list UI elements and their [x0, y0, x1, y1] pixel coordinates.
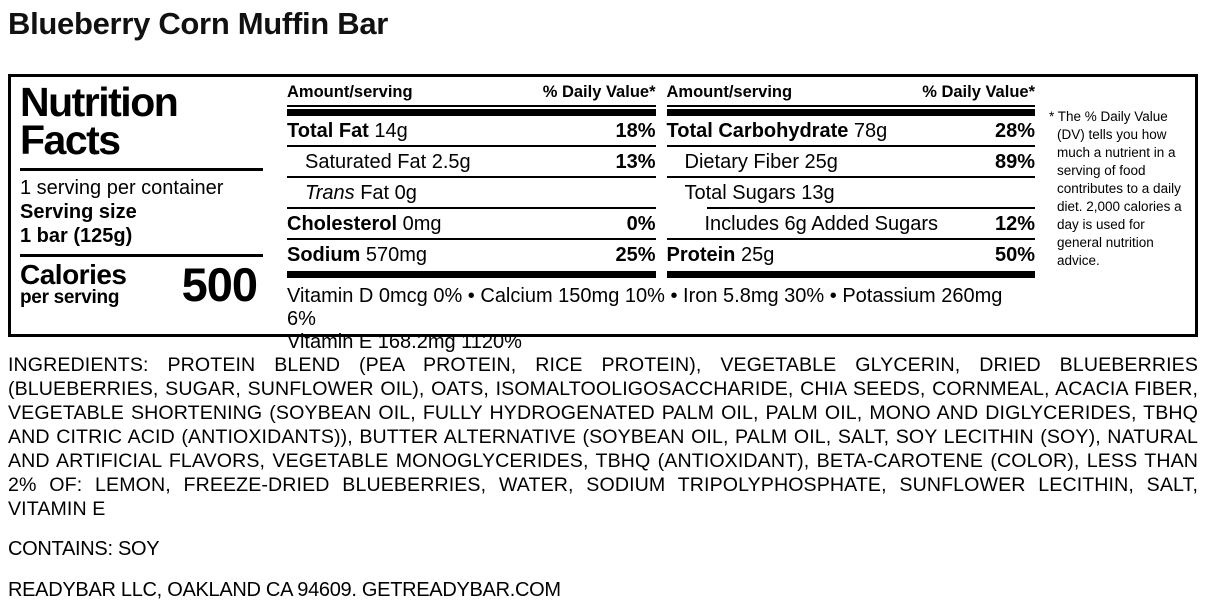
- nutrient-dv: 13%: [615, 151, 656, 173]
- carb-column-header: Amount/serving % Daily Value*: [666, 83, 1035, 107]
- servings-per-container: 1 serving per container: [20, 177, 224, 199]
- carbohydrate-column: Amount/serving % Daily Value* Total Carb…: [666, 83, 1036, 278]
- nutrient-dv: 12%: [994, 213, 1035, 235]
- calories-row: Calories per serving 500: [20, 257, 263, 311]
- nutrient-row-trans-fat: Trans Fat 0g: [287, 178, 656, 209]
- fat-column-header: Amount/serving % Daily Value*: [287, 83, 656, 107]
- nutrient-row-added-sugars: Includes 6g Added Sugars 12%: [666, 209, 1035, 240]
- nutrient-name: Protein 25g: [666, 244, 775, 266]
- nutrient-row-total-sugars: Total Sugars 13g: [667, 178, 1036, 207]
- thick-bar: [287, 109, 656, 116]
- nutrition-facts-heading: Nutrition Facts: [20, 79, 263, 163]
- nutrient-name: Includes 6g Added Sugars: [704, 213, 939, 235]
- contains-text: CONTAINS: SOY: [8, 538, 160, 560]
- nutrient-row-total-carbohydrate: Total Carbohydrate 78g 28%: [666, 116, 1035, 147]
- nutrient-name: Saturated Fat 2.5g: [305, 151, 471, 173]
- nutrient-row-dietary-fiber: Dietary Fiber 25g 89%: [666, 147, 1035, 178]
- thick-bar: [666, 109, 1035, 116]
- fat-column: Amount/serving % Daily Value* Total Fat …: [287, 83, 656, 278]
- nutrition-facts-left-column: Nutrition Facts 1 serving per container …: [11, 77, 273, 334]
- daily-value-header: % Daily Value*: [542, 83, 656, 101]
- nutrient-dv: 0%: [626, 213, 656, 235]
- vitamins-section: Vitamin D 0mcg 0% • Calcium 150mg 10% • …: [287, 285, 1035, 354]
- calories-value: 500: [181, 257, 258, 311]
- nutrient-dv: 50%: [994, 244, 1035, 266]
- serving-size-value: 1 bar (125g): [20, 225, 133, 247]
- nutrient-dv: 18%: [615, 120, 656, 142]
- daily-value-footnote-column: * The % Daily Value (DV) tells you how m…: [1043, 77, 1195, 334]
- amount-serving-header: Amount/serving: [287, 83, 413, 101]
- nutrition-label-page: Blueberry Corn Muffin Bar Nutrition Fact…: [0, 5, 1206, 602]
- thick-bar: [287, 271, 656, 278]
- nutrient-dv: 25%: [615, 244, 656, 266]
- thick-bar: [666, 271, 1035, 278]
- indented-rule: [706, 207, 1035, 209]
- nutrient-name: Sodium 570mg: [287, 244, 428, 266]
- daily-value-footnote: * The % Daily Value (DV) tells you how m…: [1049, 109, 1182, 268]
- daily-value-header: % Daily Value*: [922, 83, 1035, 101]
- nutrient-name: Total Carbohydrate 78g: [666, 120, 888, 142]
- nutrient-name: Total Sugars 13g: [684, 182, 835, 204]
- nutrient-row-protein: Protein 25g 50%: [667, 240, 1036, 269]
- nutrient-columns-area: Amount/serving % Daily Value* Total Fat …: [273, 77, 1043, 353]
- nutrition-facts-panel: Nutrition Facts 1 serving per container …: [8, 74, 1198, 353]
- divider-rule: [20, 168, 263, 171]
- nutrient-name: Dietary Fiber 25g: [684, 151, 838, 173]
- nutrition-facts-heading-line1: Nutrition: [20, 79, 179, 125]
- calories-label: Calories: [20, 259, 127, 290]
- calories-label-group: Calories per serving: [20, 259, 127, 308]
- ingredients-text: INGREDIENTS: PROTEIN BLEND (PEA PROTEIN,…: [8, 354, 1198, 520]
- nutrient-dv: 89%: [994, 151, 1035, 173]
- nutrition-facts-heading-line2: Facts: [20, 117, 121, 163]
- nutrient-name: Trans Fat 0g: [305, 182, 417, 204]
- manufacturer-text: READYBAR LLC, OAKLAND CA 94609. GETREADY…: [8, 579, 561, 601]
- product-title: Blueberry Corn Muffin Bar: [8, 6, 389, 41]
- vitamins-line-2: Vitamin E 168.2mg 1120%: [287, 331, 522, 353]
- serving-size-label: Serving size: [20, 201, 137, 223]
- nutrient-row-cholesterol: Cholesterol 0mg 0%: [287, 209, 656, 240]
- nutrient-row-saturated-fat: Saturated Fat 2.5g 13%: [287, 147, 656, 178]
- nutrient-dv: 28%: [994, 120, 1035, 142]
- nutrient-name: Cholesterol 0mg: [287, 213, 442, 235]
- amount-serving-header: Amount/serving: [666, 83, 793, 101]
- nutrient-row-total-fat: Total Fat 14g 18%: [287, 116, 656, 147]
- vitamins-line-1: Vitamin D 0mcg 0% • Calcium 150mg 10% • …: [287, 285, 1003, 330]
- nutrient-row-sodium: Sodium 570mg 25%: [287, 240, 656, 269]
- nutrient-columns: Amount/serving % Daily Value* Total Fat …: [287, 83, 1035, 278]
- calories-sublabel: per serving: [20, 287, 120, 308]
- divider-rule: [20, 254, 263, 257]
- nutrient-name: Total Fat 14g: [287, 120, 408, 142]
